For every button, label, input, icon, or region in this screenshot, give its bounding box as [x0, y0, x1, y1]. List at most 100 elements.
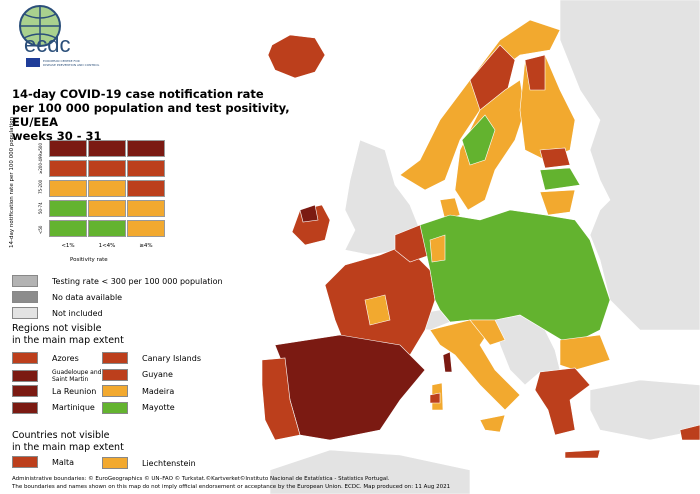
matrix-cell — [49, 140, 87, 157]
legend-heading-line: Regions not visible — [12, 323, 102, 334]
footer-line: Administrative boundaries: © EuroGeograp… — [12, 476, 390, 482]
legend-label: No data available — [52, 292, 123, 302]
matrix-cell — [88, 220, 126, 237]
svg-text:ecdc: ecdc — [24, 32, 70, 57]
legend-swatch — [12, 291, 38, 303]
matrix-cell — [127, 220, 165, 237]
matrix-cell — [49, 180, 87, 197]
ireland-north — [299, 204, 319, 223]
matrix-cell — [127, 160, 165, 177]
matrix-cell — [127, 180, 165, 197]
portugal — [261, 357, 301, 441]
svg-text:DISEASE PREVENTION AND CONTROL: DISEASE PREVENTION AND CONTROL — [43, 63, 100, 67]
croatia — [469, 319, 506, 346]
footer: Administrative boundaries: © EuroGeograp… — [12, 475, 700, 491]
legend-item: No data available — [12, 291, 122, 303]
matrix-cell — [88, 200, 126, 217]
legend-label: Testing rate < 300 per 100 000 populatio… — [52, 276, 223, 286]
matrix-col-label: 1<4% — [98, 243, 116, 249]
france-orange — [364, 294, 391, 326]
legend-item: Guyane — [102, 368, 173, 381]
denmark — [439, 197, 461, 221]
ecdc-logo: ecdc EUROPEAN CENTRE FOR DISEASE PREVENT… — [10, 4, 120, 74]
map-title: 14-day COVID-19 case notification rate p… — [12, 87, 312, 143]
crete — [564, 449, 601, 459]
germany-orange — [429, 234, 446, 263]
legend-label: Madeira — [142, 386, 175, 396]
legend-label: Liechtenstein — [142, 458, 196, 468]
legend-heading: Regions not visible in the main map exten… — [12, 323, 124, 347]
legend-item: Not included — [12, 307, 103, 319]
legend-item: Guadeloupe and Saint Martin — [12, 369, 112, 383]
legend-heading-line: in the main map extent — [12, 335, 124, 346]
legend-swatch — [12, 456, 38, 468]
title-line: per 100 000 population and test positivi… — [12, 101, 290, 129]
legend-label: Canary Islands — [142, 353, 201, 363]
legend-item: Testing rate < 300 per 100 000 populatio… — [12, 275, 223, 287]
matrix-cell — [127, 140, 165, 157]
latvia — [539, 167, 581, 191]
legend-heading: Countries not visible in the main map ext… — [12, 430, 124, 454]
russia-area — [559, 0, 700, 331]
matrix-cell — [49, 220, 87, 237]
legend-swatch — [102, 457, 128, 469]
legend-item: Azores — [12, 352, 79, 364]
title-line: weeks 30 - 31 — [12, 129, 102, 143]
benelux — [394, 224, 431, 263]
bulgaria — [559, 334, 611, 371]
legend-swatch — [12, 275, 38, 287]
matrix-x-title: Positivity rate — [70, 257, 108, 263]
legend-swatch — [12, 352, 38, 364]
legend-item: Canary Islands — [102, 352, 201, 364]
svg-text:EUROPEAN CENTRE FOR: EUROPEAN CENTRE FOR — [43, 59, 80, 63]
legend-label: Martinique — [52, 403, 95, 412]
iceland — [267, 34, 326, 79]
matrix-cell — [88, 160, 126, 177]
footer-line: The boundaries and names shown on this m… — [12, 484, 451, 490]
legend-label: Not included — [52, 308, 103, 318]
matrix-row-label: 75-200 — [38, 179, 43, 194]
legend-swatch — [12, 385, 38, 397]
title-line: 14-day COVID-19 case notification rate — [12, 87, 264, 101]
legend-swatch — [12, 307, 38, 319]
spain — [274, 334, 426, 441]
greece — [534, 367, 591, 436]
matrix-cell — [88, 180, 126, 197]
legend-item: Martinique — [12, 401, 95, 414]
estonia — [539, 147, 571, 169]
matrix-col-label: ≥4% — [139, 243, 153, 249]
legend-item: La Reunion — [12, 385, 96, 397]
balearic — [429, 392, 441, 404]
north-africa-area — [269, 449, 471, 494]
legend-heading-line: Countries not visible — [12, 430, 110, 441]
legend-label: Guyane — [142, 370, 173, 379]
matrix-cell — [127, 200, 165, 217]
corsica — [442, 351, 453, 373]
legend-label: La Reunion — [52, 386, 97, 396]
legend-item: Malta — [12, 456, 74, 468]
matrix-row-label: ≥200-499 — [38, 153, 43, 174]
legend-label: Guadeloupe and Saint Martin — [52, 368, 102, 383]
legend-swatch — [102, 368, 128, 381]
legend-label: Azores — [52, 353, 79, 363]
legend-item: Liechtenstein — [102, 457, 196, 469]
lithuania — [539, 189, 576, 216]
legend-label: Malta — [52, 457, 75, 467]
matrix-row-label: 50-74 — [38, 202, 43, 214]
legend-heading-line: in the main map extent — [12, 442, 124, 453]
finland-north — [524, 54, 546, 91]
matrix-cell — [49, 200, 87, 217]
cyprus — [679, 424, 700, 441]
legend-swatch — [102, 352, 128, 364]
matrix-cell — [49, 160, 87, 177]
matrix-cell — [88, 140, 126, 157]
uk-area — [344, 139, 421, 256]
matrix-col-label: <1% — [61, 243, 75, 249]
legend-item: Madeira — [102, 385, 174, 397]
legend-item: Mayotte — [102, 401, 175, 414]
legend-swatch — [102, 385, 128, 397]
legend-label: Mayotte — [142, 403, 175, 412]
legend-swatch — [12, 401, 38, 414]
matrix-y-title: 14-day notification rate per 100 000 pop… — [9, 116, 15, 248]
